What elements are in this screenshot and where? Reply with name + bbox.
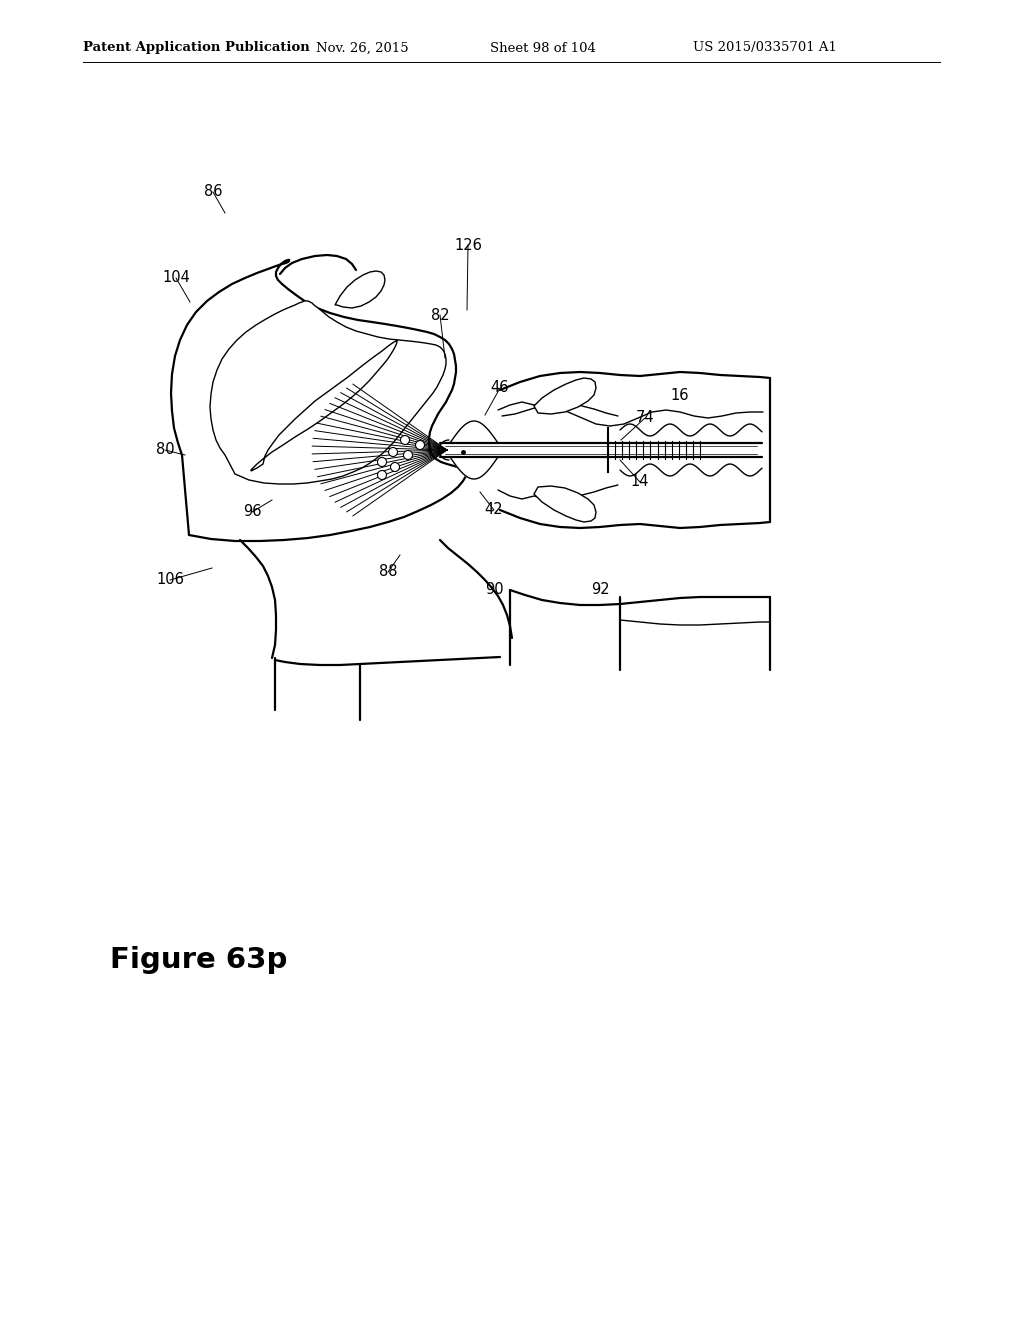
Polygon shape [210, 301, 446, 484]
Circle shape [390, 462, 399, 471]
Text: 92: 92 [591, 582, 609, 598]
Text: 86: 86 [204, 185, 222, 199]
Polygon shape [335, 271, 385, 308]
Polygon shape [251, 341, 397, 471]
Text: Sheet 98 of 104: Sheet 98 of 104 [490, 41, 596, 54]
Text: 42: 42 [484, 503, 504, 517]
Text: 74: 74 [636, 411, 654, 425]
Text: 126: 126 [454, 238, 482, 252]
Text: 82: 82 [431, 308, 450, 322]
Polygon shape [534, 378, 596, 414]
Circle shape [403, 450, 413, 459]
Polygon shape [171, 260, 466, 541]
Text: 96: 96 [243, 504, 261, 520]
Circle shape [378, 458, 386, 466]
Text: 14: 14 [631, 474, 649, 490]
Text: 104: 104 [162, 271, 189, 285]
Text: 46: 46 [490, 380, 509, 396]
Text: 88: 88 [379, 565, 397, 579]
Text: 90: 90 [484, 582, 504, 598]
Text: 80: 80 [156, 442, 174, 458]
Circle shape [400, 436, 410, 445]
Circle shape [416, 441, 425, 450]
Text: 16: 16 [671, 388, 689, 404]
Text: US 2015/0335701 A1: US 2015/0335701 A1 [693, 41, 837, 54]
Text: 106: 106 [156, 573, 184, 587]
Text: Figure 63p: Figure 63p [110, 946, 288, 974]
Circle shape [378, 470, 386, 479]
Text: Nov. 26, 2015: Nov. 26, 2015 [315, 41, 409, 54]
Polygon shape [534, 486, 596, 521]
Text: Patent Application Publication: Patent Application Publication [83, 41, 309, 54]
Circle shape [388, 447, 397, 457]
